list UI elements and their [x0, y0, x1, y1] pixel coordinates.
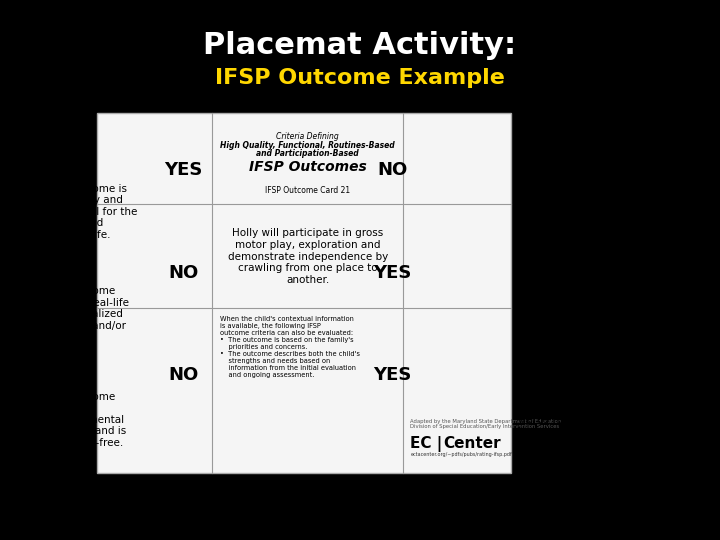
Text: YES: YES [373, 366, 412, 384]
Text: YES: YES [373, 264, 412, 282]
Text: IFSP Outcome Card 21: IFSP Outcome Card 21 [265, 186, 351, 194]
Bar [97, 113, 511, 472]
Text: Criteria Defining: Criteria Defining [276, 132, 339, 140]
Text: The outcome
reflects real-life
contextualized
settings and/or
routines.: The outcome reflects real-life contextua… [47, 286, 129, 342]
Text: When the child's contextual information
is available, the following IFSP
outcome: When the child's contextual information … [220, 316, 359, 378]
Text: The  outcome
emphasizes
the positive,
not the
negative.: The outcome emphasizes the positive, not… [518, 286, 590, 342]
Text: NO: NO [377, 161, 408, 179]
Text: IFSP Outcomes: IFSP Outcomes [249, 160, 366, 174]
Text: ectacenter.org/~pdfs/pubs/rating-ifsp.pdf: ectacenter.org/~pdfs/pubs/rating-ifsp.pd… [410, 452, 512, 457]
Text: NO: NO [168, 366, 199, 384]
Text: Adapted by the Maryland State Department of Education
Division of Special Educat: Adapted by the Maryland State Department… [410, 418, 562, 429]
Text: The outcome is
necessary and
functional for the
child's and
family's life.: The outcome is necessary and functional … [47, 184, 138, 240]
Text: Placemat Activity:: Placemat Activity: [204, 31, 516, 60]
Text: The outcome
crosses
developmental
domains and is
discipline-free.: The outcome crosses developmental domain… [47, 392, 126, 448]
Text: Center: Center [443, 436, 500, 451]
Text: and Participation-Based: and Participation-Based [256, 150, 359, 158]
Text: NO: NO [168, 264, 199, 282]
Text: YES: YES [164, 161, 203, 179]
Text: High Quality, Functional, Routines-Based: High Quality, Functional, Routines-Based [220, 141, 395, 150]
Text: IFSP Outcome Example: IFSP Outcome Example [215, 68, 505, 89]
Text: The outcome
uses active
words rather
than passive ones.: The outcome uses active words rather tha… [518, 392, 616, 436]
Text: Holly will participate in gross
motor play, exploration and
demonstrate independ: Holly will participate in gross motor pl… [228, 228, 388, 285]
Text: EC |: EC | [410, 436, 443, 452]
Text: 18: 18 [684, 512, 702, 526]
Text: The outcome is
jargon-free,
clear and
simple.: The outcome is jargon-free, clear and si… [518, 184, 598, 228]
